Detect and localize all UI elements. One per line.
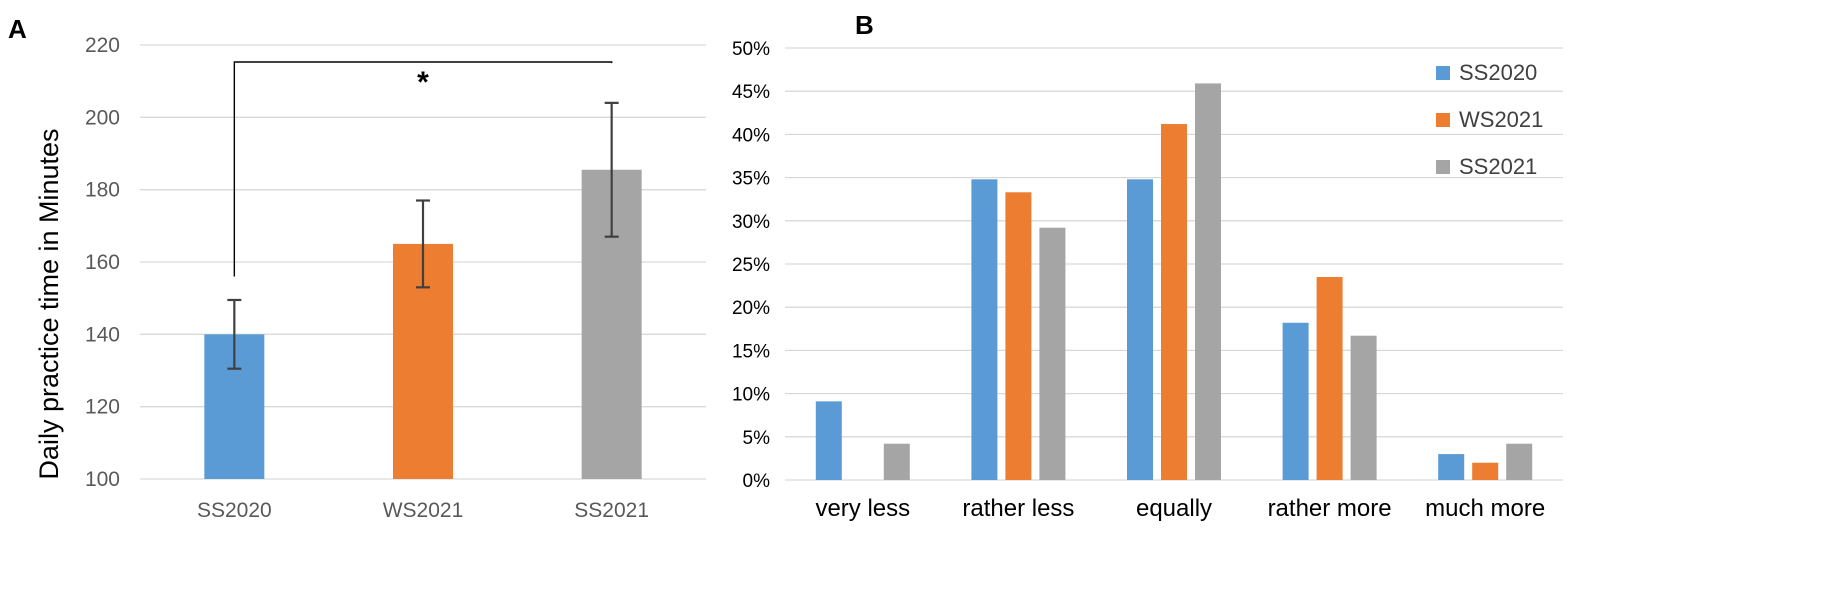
bar-ss2021-equally xyxy=(1195,83,1221,480)
bar-ws2021-equally xyxy=(1161,124,1187,481)
bar-ws2021-rather-less xyxy=(1005,192,1032,480)
bar-ss2020-rather-less xyxy=(971,179,998,480)
y-tick-label: 120 xyxy=(85,396,120,419)
panel-a-chart: A Daily practice time in Minutes 100 120 1… xyxy=(8,14,706,522)
legend-label: SS2021 xyxy=(1459,154,1537,179)
x-category-label: WS2021 xyxy=(383,499,464,522)
panel-b-chart: B 0% 5% 10% 15% 20% 25% 30% 35% 40% 45% 50% very l… xyxy=(732,10,1563,522)
y-tick-label: 200 xyxy=(85,106,120,129)
significance-marker: * xyxy=(417,66,429,99)
legend-swatch-ss2020 xyxy=(1436,66,1450,80)
x-category-label: much more xyxy=(1425,495,1545,522)
bar-ss2020-much-more xyxy=(1438,454,1465,480)
bar-ss2020-equally xyxy=(1127,179,1153,480)
x-category-label: SS2021 xyxy=(574,499,649,522)
y-tick-label: 100 xyxy=(85,468,120,491)
bar-ss2020-rather-more xyxy=(1282,322,1309,480)
y-tick-label: 10% xyxy=(732,385,770,406)
y-tick-label: 160 xyxy=(85,251,120,274)
y-tick-label: 0% xyxy=(743,471,771,492)
x-category-label: equally xyxy=(1136,495,1212,522)
panel-a-y-axis-title: Daily practice time in Minutes xyxy=(34,128,64,479)
y-tick-label: 25% xyxy=(732,255,770,276)
bar-ss2020-very-less xyxy=(815,401,842,480)
y-tick-label: 140 xyxy=(85,323,120,346)
y-tick-label: 15% xyxy=(732,341,770,362)
y-tick-label: 35% xyxy=(732,169,770,190)
y-tick-label: 20% xyxy=(732,298,770,319)
legend-label: SS2020 xyxy=(1459,60,1537,85)
y-tick-label: 180 xyxy=(85,179,120,202)
x-category-label: rather more xyxy=(1268,495,1392,522)
legend-swatch-ss2021 xyxy=(1436,160,1450,174)
bar-ws2021-rather-more xyxy=(1316,276,1343,480)
x-category-label: very less xyxy=(815,495,910,522)
bar-ss2021-much-more xyxy=(1506,443,1533,480)
bar-ws2021-much-more xyxy=(1472,462,1499,480)
bar-ss2021-rather-less xyxy=(1039,227,1066,480)
bar-ss2021-rather-more xyxy=(1350,335,1377,480)
panel-a-label: A xyxy=(8,14,27,44)
y-tick-label: 45% xyxy=(732,82,770,103)
x-category-label: SS2020 xyxy=(197,499,272,522)
y-tick-label: 220 xyxy=(85,34,120,57)
y-tick-label: 50% xyxy=(732,39,770,60)
legend-label: WS2021 xyxy=(1459,107,1543,132)
y-tick-label: 30% xyxy=(732,212,770,233)
significance-bracket xyxy=(233,61,613,277)
bar-ss2021-very-less xyxy=(883,443,910,480)
panel-b-label: B xyxy=(855,10,874,40)
y-tick-label: 5% xyxy=(743,428,771,449)
x-category-label: rather less xyxy=(962,495,1074,522)
y-tick-label: 40% xyxy=(732,125,770,146)
legend-swatch-ws2021 xyxy=(1436,113,1450,127)
